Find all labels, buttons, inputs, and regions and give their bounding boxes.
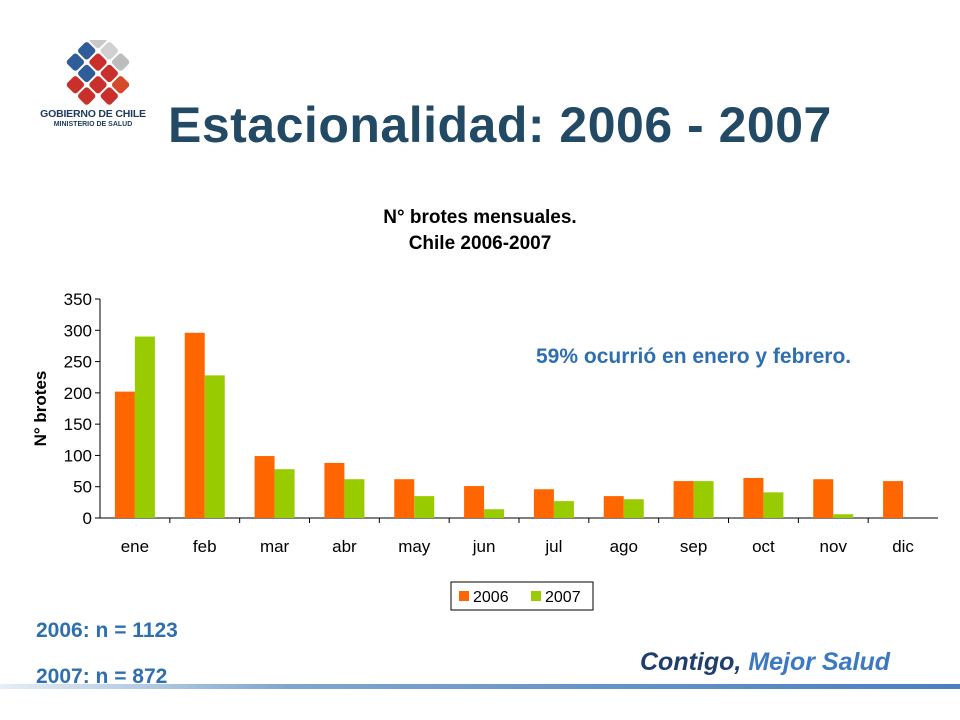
stat-2006: 2006: n = 1123 [36,619,178,642]
y-tick-label: 100 [64,446,92,465]
y-tick-label: 0 [83,509,92,528]
y-axis-label: N° brotes [31,371,50,447]
bar-2007-abr [344,479,365,518]
x-tick-label: ene [121,537,149,556]
bar-2007-jun [484,509,505,518]
bar-2006-jul [533,489,554,518]
x-tick-label: may [398,537,431,556]
bar-2006-ago [603,496,624,518]
y-tick-label: 300 [64,321,92,340]
x-tick-label: dic [892,537,914,556]
gobierno-logo: GOBIERNO DE CHILE MINISTERIO DE SALUD [28,30,168,140]
slogan-part1: Contigo, [640,648,742,676]
y-tick-label: 150 [64,415,92,434]
chart-annotation: 59% ocurrió en enero y febrero. [536,345,852,368]
bar-2007-ene [134,336,155,518]
bar-2006-oct [743,477,764,518]
x-tick-label: jul [544,537,562,556]
bar-2007-nov [833,514,854,518]
x-tick-label: oct [752,537,775,556]
bar-2006-ene [114,391,135,518]
x-tick-label: feb [193,537,217,556]
bar-2007-jul [553,501,574,518]
x-tick-label: sep [680,537,707,556]
x-tick-label: mar [260,537,290,556]
x-tick-label: ago [610,537,638,556]
bar-2006-jun [464,486,485,518]
x-tick-label: jun [472,537,496,556]
x-tick-label: abr [332,537,357,556]
bar-2006-sep [673,481,694,518]
x-tick-label: nov [820,537,848,556]
slogan: Contigo, Mejor Salud [640,648,890,677]
bar-2007-mar [274,469,295,518]
bar-2007-may [414,496,435,518]
y-tick-label: 50 [73,478,92,497]
chart-title: N° brotes mensuales. Chile 2006-2007 [300,205,660,257]
legend-swatch-2007 [531,591,541,601]
bar-2007-ago [623,499,644,518]
page-title: Estacionalidad: 2006 - 2007 [168,97,832,153]
legend-box [450,581,594,611]
bar-2007-feb [204,375,225,518]
legend-label-2007: 2007 [545,589,581,606]
bar-2007-sep [693,481,714,518]
bar-2006-dic [883,481,904,518]
bar-2006-nov [813,479,834,518]
logo-line1: GOBIERNO DE CHILE [40,108,146,120]
bar-2006-feb [184,332,205,518]
bar-2006-mar [254,456,275,518]
y-tick-label: 250 [64,353,92,372]
bar-2006-abr [324,462,345,518]
y-tick-label: 350 [64,290,92,309]
stat-2007: 2007: n = 872 [36,665,168,688]
legend-label-2006: 2006 [473,589,509,606]
bar-2006-may [394,479,415,518]
slogan-part2: Mejor Salud [748,648,890,676]
chart-title-line2: Chile 2006-2007 [408,233,552,254]
y-tick-label: 200 [64,384,92,403]
legend-swatch-2006 [459,591,469,601]
logo-emblem-icon [66,30,130,105]
footer-divider [0,684,960,689]
logo-line2: MINISTERIO DE SALUD [53,121,133,128]
chart-title-line1: N° brotes mensuales. [383,207,577,228]
bar-2007-oct [763,492,784,518]
